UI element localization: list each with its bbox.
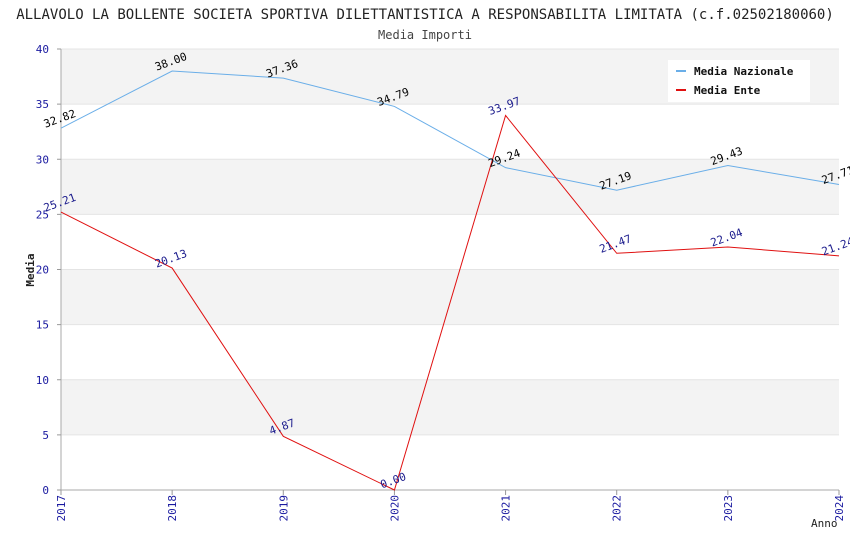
grid-band (61, 214, 839, 270)
legend: Media Nazionale Media Ente (668, 60, 810, 102)
x-tick-label: 2023 (722, 495, 735, 522)
grid-band (61, 324, 839, 380)
x-axis-label: Anno (811, 517, 838, 530)
grid-band (61, 159, 839, 215)
plot-background (61, 49, 839, 490)
legend-label: Media Ente (694, 84, 761, 97)
y-tick-label: 40 (36, 43, 49, 56)
x-tick-label: 2017 (55, 495, 68, 522)
x-axis-ticks: 2017 2018 2019 2020 2021 2022 2023 2024 (55, 490, 846, 522)
grid-band (61, 269, 839, 325)
y-tick-label: 30 (36, 153, 49, 166)
series-group (60, 70, 840, 491)
x-tick-label: 2020 (388, 495, 401, 522)
y-tick-label: 35 (36, 98, 49, 111)
y-tick-label: 10 (36, 374, 49, 387)
legend-box (668, 60, 810, 102)
grid-band (61, 104, 839, 160)
chart-title: ALLAVOLO LA BOLLENTE SOCIETA SPORTIVA DI… (16, 7, 834, 23)
x-tick-label: 2019 (277, 495, 290, 522)
y-tick-label: 5 (42, 429, 49, 442)
x-tick-label: 2024 (833, 495, 846, 522)
y-tick-label: 25 (36, 208, 49, 221)
grid-band (61, 379, 839, 435)
y-axis-label: Media (24, 253, 37, 286)
y-tick-label: 15 (36, 319, 49, 332)
y-tick-label: 20 (36, 264, 49, 277)
x-tick-label: 2018 (166, 495, 179, 522)
series-line-media-nazionale (60, 70, 840, 191)
legend-label: Media Nazionale (694, 65, 794, 78)
y-axis-ticks: 0 5 10 15 20 25 30 35 40 (36, 43, 61, 497)
series-line-media-ente (60, 114, 840, 491)
grid-band (61, 434, 839, 490)
x-tick-label: 2022 (611, 495, 624, 522)
x-tick-label: 2021 (500, 495, 513, 522)
y-tick-label: 0 (42, 484, 49, 497)
chart-subtitle: Media Importi (378, 28, 472, 42)
